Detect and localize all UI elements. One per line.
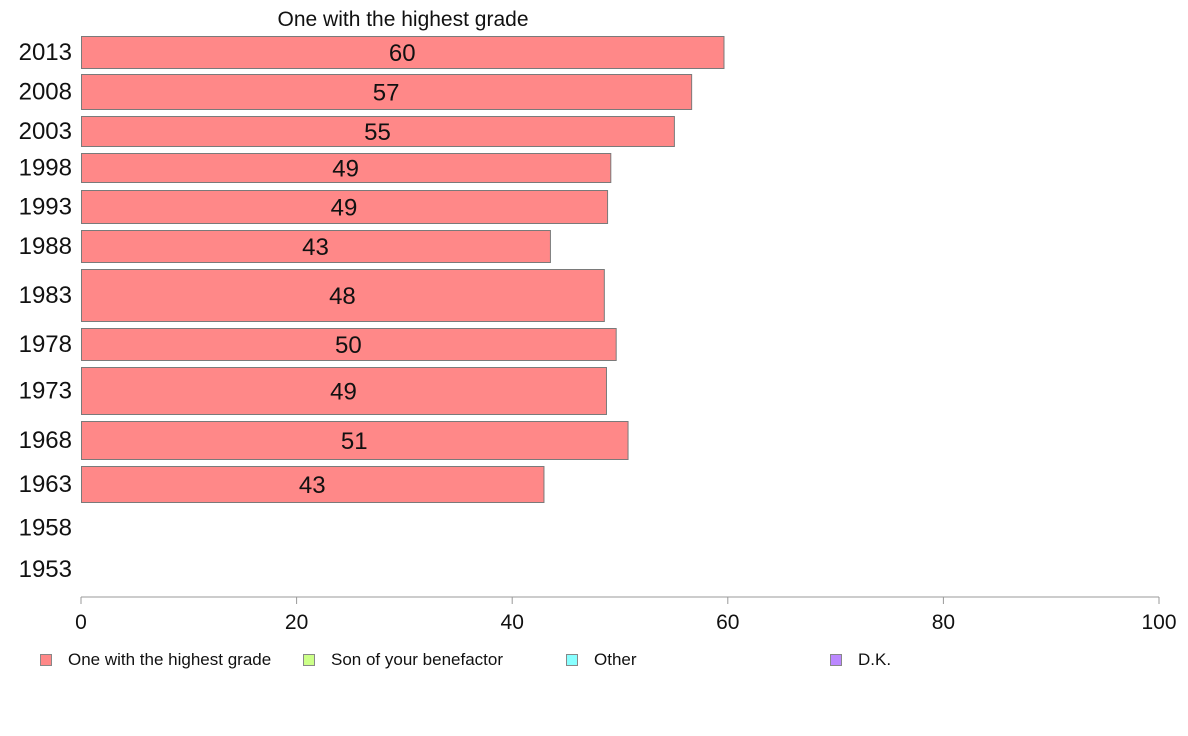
- y-tick-label: 1953: [19, 556, 72, 583]
- bar: [81, 230, 551, 263]
- x-tick-label: 80: [932, 611, 955, 634]
- legend-swatch-highest-grade: [40, 654, 52, 666]
- y-tick-label: 1973: [19, 378, 72, 405]
- bar: [81, 421, 629, 460]
- x-tick-label: 100: [1141, 611, 1176, 634]
- bar: [81, 466, 545, 503]
- bar: [81, 269, 605, 322]
- legend-swatch-dk: [830, 654, 842, 666]
- x-tick-label: 20: [285, 611, 308, 634]
- legend-item-highest-grade: One with the highest grade: [40, 650, 271, 670]
- bar: [81, 328, 617, 361]
- data-label: 49: [330, 379, 357, 406]
- legend-label-son-of-benefactor: Son of your benefactor: [331, 650, 504, 669]
- legend: One with the highest grade Son of your b…: [0, 650, 1188, 674]
- legend-swatch-other: [566, 654, 578, 666]
- data-label: 57: [373, 80, 400, 107]
- data-label: 48: [329, 283, 356, 310]
- y-tick-label: 2013: [19, 39, 72, 66]
- data-label: 60: [389, 40, 416, 67]
- data-label: 43: [302, 234, 329, 261]
- bar: [81, 116, 675, 147]
- data-label: 51: [341, 428, 368, 455]
- y-tick-label: 1978: [19, 331, 72, 358]
- bar: [81, 190, 609, 224]
- x-tick-label: 60: [716, 611, 739, 634]
- data-label: 49: [332, 156, 359, 183]
- bar: [81, 153, 612, 183]
- data-label: 49: [331, 195, 358, 222]
- y-tick-label: 1988: [19, 233, 72, 260]
- y-tick-label: 2003: [19, 118, 72, 145]
- y-tick-label: 1998: [19, 155, 72, 182]
- data-label: 55: [364, 119, 391, 146]
- x-tick-label: 40: [501, 611, 524, 634]
- data-label: 50: [335, 332, 362, 359]
- legend-swatch-son-of-benefactor: [303, 654, 315, 666]
- legend-item-other: Other: [566, 650, 637, 670]
- bar: [81, 367, 607, 415]
- y-tick-label: 1958: [19, 515, 72, 542]
- legend-item-dk: D.K.: [830, 650, 891, 670]
- y-tick-label: 1963: [19, 471, 72, 498]
- y-tick-label: 2008: [19, 79, 72, 106]
- y-tick-label: 1968: [19, 427, 72, 454]
- bar: [81, 36, 725, 69]
- x-tick-label: 0: [75, 611, 87, 634]
- y-tick-label: 1983: [19, 282, 72, 309]
- legend-item-son-of-benefactor: Son of your benefactor: [303, 650, 503, 670]
- legend-label-other: Other: [594, 650, 637, 669]
- y-tick-label: 1993: [19, 194, 72, 221]
- data-label: 43: [299, 472, 326, 499]
- chart-title: One with the highest grade: [278, 8, 529, 31]
- legend-label-highest-grade: One with the highest grade: [68, 650, 272, 669]
- legend-label-dk: D.K.: [858, 650, 892, 669]
- bar: [81, 74, 693, 110]
